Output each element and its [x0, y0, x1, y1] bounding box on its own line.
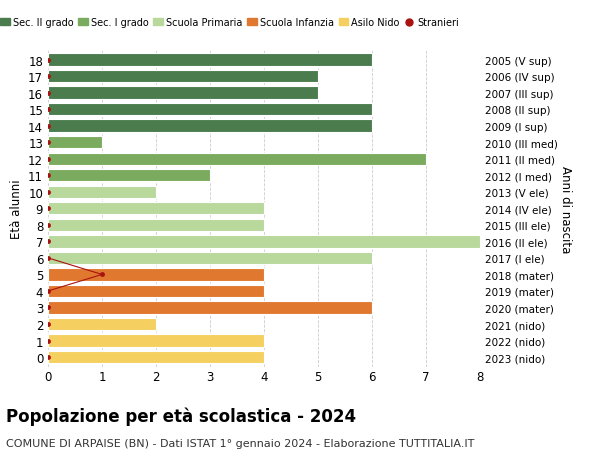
Bar [48, 302, 372, 314]
Bar [48, 137, 102, 149]
Bar [48, 203, 264, 215]
Y-axis label: Età alunni: Età alunni [10, 179, 23, 239]
Bar [48, 351, 264, 364]
Text: COMUNE DI ARPAISE (BN) - Dati ISTAT 1° gennaio 2024 - Elaborazione TUTTITALIA.IT: COMUNE DI ARPAISE (BN) - Dati ISTAT 1° g… [6, 438, 475, 448]
Bar [48, 153, 426, 166]
Bar [48, 170, 210, 182]
Bar [48, 87, 318, 100]
Bar [48, 318, 156, 330]
Bar [48, 104, 372, 116]
Bar [48, 269, 264, 281]
Bar [48, 71, 318, 83]
Bar [48, 54, 372, 67]
Legend: Sec. II grado, Sec. I grado, Scuola Primaria, Scuola Infanzia, Asilo Nido, Stran: Sec. II grado, Sec. I grado, Scuola Prim… [0, 14, 463, 32]
Bar [48, 252, 372, 264]
Bar [48, 186, 156, 199]
Text: Popolazione per età scolastica - 2024: Popolazione per età scolastica - 2024 [6, 406, 356, 425]
Bar [48, 285, 264, 297]
Y-axis label: Anni di nascita: Anni di nascita [559, 165, 572, 252]
Bar [48, 335, 264, 347]
Bar [48, 235, 480, 248]
Bar [48, 219, 264, 231]
Bar [48, 120, 372, 133]
